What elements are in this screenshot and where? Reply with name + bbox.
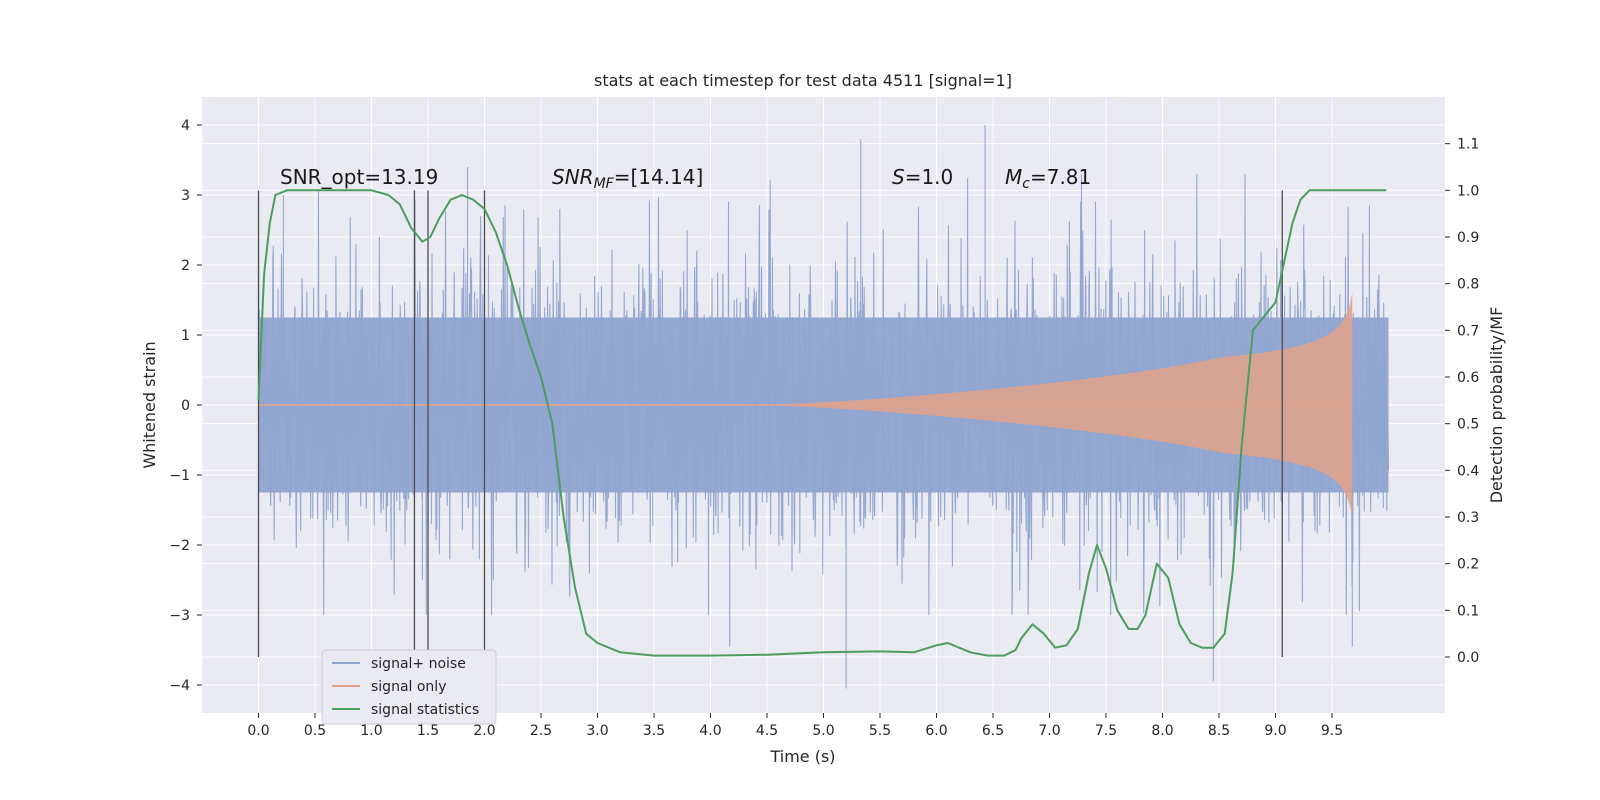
x-tick-label: 3.5 xyxy=(643,723,665,739)
x-tick-label: 4.0 xyxy=(699,723,721,739)
x-tick-label: 5.0 xyxy=(812,723,834,739)
series-signal-statistics xyxy=(257,189,1387,657)
annotation-mc-value: =7.81 xyxy=(1030,165,1091,189)
annotation-s-label: S xyxy=(892,165,905,189)
y2-tick-label: 1.1 xyxy=(1457,137,1479,153)
annotation-mc-base: M xyxy=(1005,165,1022,189)
x-tick-label: 1.0 xyxy=(360,723,382,739)
y2-axis-label: Detection probability/MF xyxy=(1487,307,1506,504)
annotation-s: S=1.0 xyxy=(892,165,953,189)
x-tick-label: 9.0 xyxy=(1264,723,1286,739)
x-tick-label: 8.0 xyxy=(1151,723,1173,739)
y2-tick-label: 0.3 xyxy=(1457,510,1479,526)
y-tick-label: −2 xyxy=(169,538,190,554)
x-tick-label: 5.5 xyxy=(869,723,891,739)
x-tick-label: 2.5 xyxy=(530,723,552,739)
y-axis-ticks: 4 3 2 1 0 −1 −2 −3 −4 xyxy=(169,118,202,694)
chart-title: stats at each timestep for test data 451… xyxy=(594,71,1012,90)
y2-tick-label: 0.4 xyxy=(1457,463,1479,479)
y2-tick-label: 0.9 xyxy=(1457,230,1479,246)
y-tick-label: 0 xyxy=(181,398,190,414)
y-tick-label: −4 xyxy=(169,678,190,694)
noise-trace xyxy=(257,125,1390,689)
y2-tick-label: 0.8 xyxy=(1457,277,1479,293)
y-tick-label: 3 xyxy=(181,188,190,204)
x-tick-label: 9.5 xyxy=(1321,723,1343,739)
x-tick-label: 7.0 xyxy=(1038,723,1060,739)
x-tick-label: 4.5 xyxy=(756,723,778,739)
x-tick-label: 1.5 xyxy=(417,723,439,739)
y2-tick-label: 0.5 xyxy=(1457,417,1479,433)
annotation-snr-opt: SNR_opt=13.19 xyxy=(280,165,438,189)
x-tick-label: 6.0 xyxy=(925,723,947,739)
legend-label-signal-only: signal only xyxy=(371,679,446,695)
legend: signal+ noise signal only signal statist… xyxy=(321,649,497,725)
annotation-mc: Mc=7.81 xyxy=(1005,165,1091,192)
x-tick-label: 6.5 xyxy=(982,723,1004,739)
annotation-snr-mf-sub: MF xyxy=(594,176,615,192)
y-tick-label: −1 xyxy=(169,468,190,484)
legend-label-signal-statistics: signal statistics xyxy=(371,702,479,718)
annotation-snr-mf-value: =[14.14] xyxy=(614,165,704,189)
x-tick-label: 7.5 xyxy=(1095,723,1117,739)
x-tick-label: 0.0 xyxy=(247,723,269,739)
legend-label-signal-plus-noise: signal+ noise xyxy=(371,656,466,672)
annotation-s-value: =1.0 xyxy=(905,165,954,189)
x-tick-label: 0.5 xyxy=(304,723,326,739)
x-tick-label: 3.0 xyxy=(586,723,608,739)
y2-tick-label: 0.7 xyxy=(1457,323,1479,339)
y-tick-label: 2 xyxy=(181,258,190,274)
statistics-line xyxy=(257,189,1387,657)
y-tick-label: 1 xyxy=(181,328,190,344)
y2-axis-ticks: 1.1 1.0 0.9 0.8 0.7 0.6 0.5 0.4 0.3 0.2 0.1 0.0 xyxy=(1445,137,1479,666)
y-tick-label: −3 xyxy=(169,608,190,624)
legend-box xyxy=(321,649,497,725)
y2-tick-label: 0.1 xyxy=(1457,603,1479,619)
y2-tick-label: 1.0 xyxy=(1457,183,1479,199)
y2-tick-label: 0.0 xyxy=(1457,650,1479,666)
annotation-snr-mf: SNRMF=[14.14] xyxy=(552,165,703,192)
x-axis-ticks: 0.0 0.5 1.0 1.5 2.0 2.5 3.0 3.5 4.0 4.5 5.0 5.5 6.0 6… xyxy=(247,713,1343,739)
annotation-mc-sub: c xyxy=(1022,176,1030,192)
y-axis-label: Whitened strain xyxy=(140,341,159,468)
series-signal-only xyxy=(258,293,1353,517)
y2-tick-label: 0.2 xyxy=(1457,557,1479,573)
x-tick-label: 8.5 xyxy=(1208,723,1230,739)
annotation-snr-mf-base: SNR xyxy=(552,165,594,189)
y-tick-label: 4 xyxy=(181,118,190,134)
x-tick-label: 2.0 xyxy=(473,723,495,739)
y2-tick-label: 0.6 xyxy=(1457,370,1479,386)
x-axis-label: Time (s) xyxy=(769,747,835,766)
